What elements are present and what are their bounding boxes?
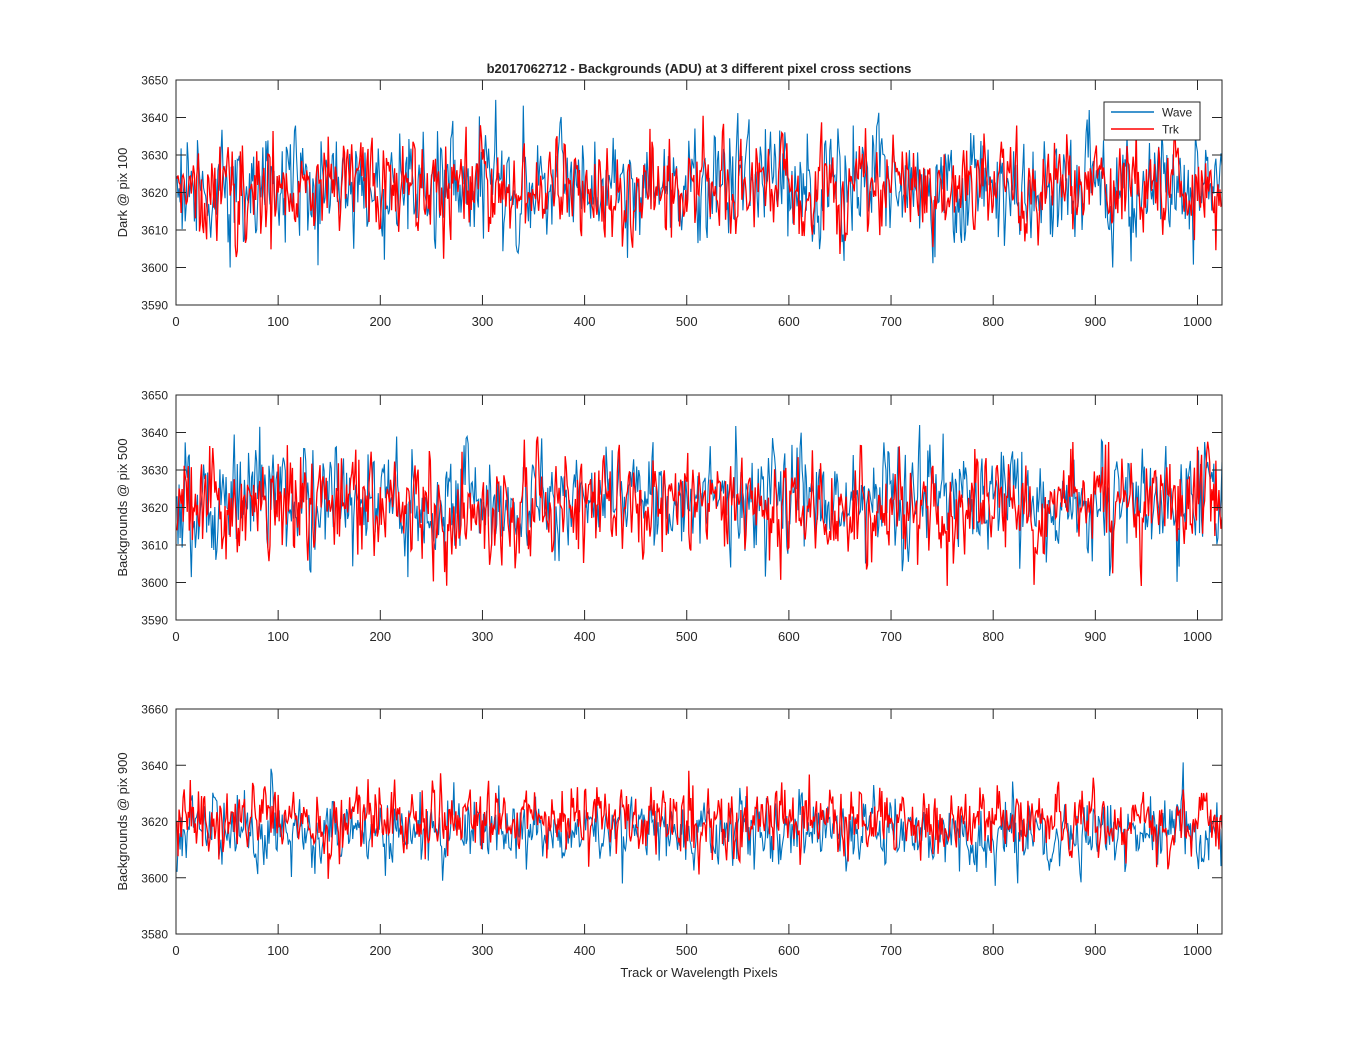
y-axis-label: Backgrounds @ pix 900 — [115, 752, 130, 890]
x-tick-label: 400 — [574, 314, 596, 329]
series-line-trk — [176, 770, 1222, 879]
series-line-trk — [176, 436, 1222, 587]
x-tick-label: 700 — [880, 629, 902, 644]
y-tick-label: 3590 — [141, 299, 168, 313]
x-tick-label: 500 — [676, 943, 698, 958]
y-tick-label: 3640 — [141, 426, 168, 440]
x-tick-label: 300 — [472, 629, 494, 644]
y-tick-label: 3660 — [141, 703, 168, 717]
x-tick-label: 300 — [472, 943, 494, 958]
y-tick-label: 3640 — [141, 111, 168, 125]
x-tick-label: 600 — [778, 943, 800, 958]
x-tick-label: 400 — [574, 943, 596, 958]
y-tick-label: 3620 — [141, 501, 168, 515]
y-tick-label: 3610 — [141, 539, 168, 553]
x-tick-label: 900 — [1084, 314, 1106, 329]
legend-label-wave: Wave — [1162, 106, 1193, 120]
y-tick-label: 3600 — [141, 871, 168, 885]
x-tick-label: 500 — [676, 629, 698, 644]
x-tick-label: 0 — [172, 629, 179, 644]
y-tick-label: 3620 — [141, 815, 168, 829]
y-tick-label: 3630 — [141, 464, 168, 478]
y-tick-label: 3650 — [141, 389, 168, 403]
x-tick-label: 600 — [778, 314, 800, 329]
y-tick-label: 3600 — [141, 576, 168, 590]
y-tick-label: 3650 — [141, 74, 168, 88]
series-line-wave — [176, 424, 1222, 582]
x-tick-label: 300 — [472, 314, 494, 329]
chart-title: b2017062712 - Backgrounds (ADU) at 3 dif… — [487, 61, 912, 76]
x-tick-label: 800 — [982, 314, 1004, 329]
y-tick-label: 3630 — [141, 149, 168, 163]
subplots: 0 100 200 300 400 500 600 700 800 900 100035903600… — [115, 74, 1223, 958]
subplot-1: 0 100 200 300 400 500 600 700 800 900 1000 3590 3600… — [115, 74, 1223, 329]
x-tick-label: 200 — [369, 629, 391, 644]
subplot-2: 0 100 200 300 400 500 600 700 800 900 1000 3590 3600… — [115, 389, 1223, 644]
x-tick-label: 700 — [880, 943, 902, 958]
x-tick-label: 1000 — [1183, 629, 1212, 644]
x-tick-label: 200 — [369, 314, 391, 329]
x-tick-label: 200 — [369, 943, 391, 958]
x-tick-label: 0 — [172, 314, 179, 329]
y-axis-label: Backgrounds @ pix 500 — [115, 438, 130, 576]
x-tick-label: 900 — [1084, 943, 1106, 958]
x-tick-label: 900 — [1084, 629, 1106, 644]
x-tick-label: 1000 — [1183, 943, 1212, 958]
y-tick-label: 3610 — [141, 224, 168, 238]
subplot-3: 0 100 200 300 400 500 600 700 800 900 1000 3580 3600… — [115, 703, 1223, 958]
y-tick-label: 3600 — [141, 261, 168, 275]
x-axis-label: Track or Wavelength Pixels — [620, 965, 778, 980]
x-tick-label: 800 — [982, 629, 1004, 644]
y-tick-label: 3590 — [141, 614, 168, 628]
y-tick-label: 3640 — [141, 759, 168, 773]
x-tick-label: 100 — [267, 629, 289, 644]
y-tick-label: 3580 — [141, 928, 168, 942]
series-line-wave — [176, 99, 1222, 268]
x-tick-label: 700 — [880, 314, 902, 329]
x-tick-label: 600 — [778, 629, 800, 644]
legend-box — [1103, 101, 1201, 141]
x-tick-label: 100 — [267, 314, 289, 329]
legend: Wave Trk — [1103, 101, 1201, 141]
x-tick-label: 500 — [676, 314, 698, 329]
x-tick-label: 1000 — [1183, 314, 1212, 329]
x-tick-label: 100 — [267, 943, 289, 958]
series-line-trk — [176, 115, 1222, 259]
legend-label-trk: Trk — [1162, 123, 1180, 137]
y-axis-label: Dark @ pix 100 — [115, 148, 130, 238]
x-tick-label: 800 — [982, 943, 1004, 958]
y-tick-label: 3620 — [141, 186, 168, 200]
x-tick-label: 0 — [172, 943, 179, 958]
x-tick-label: 400 — [574, 629, 596, 644]
